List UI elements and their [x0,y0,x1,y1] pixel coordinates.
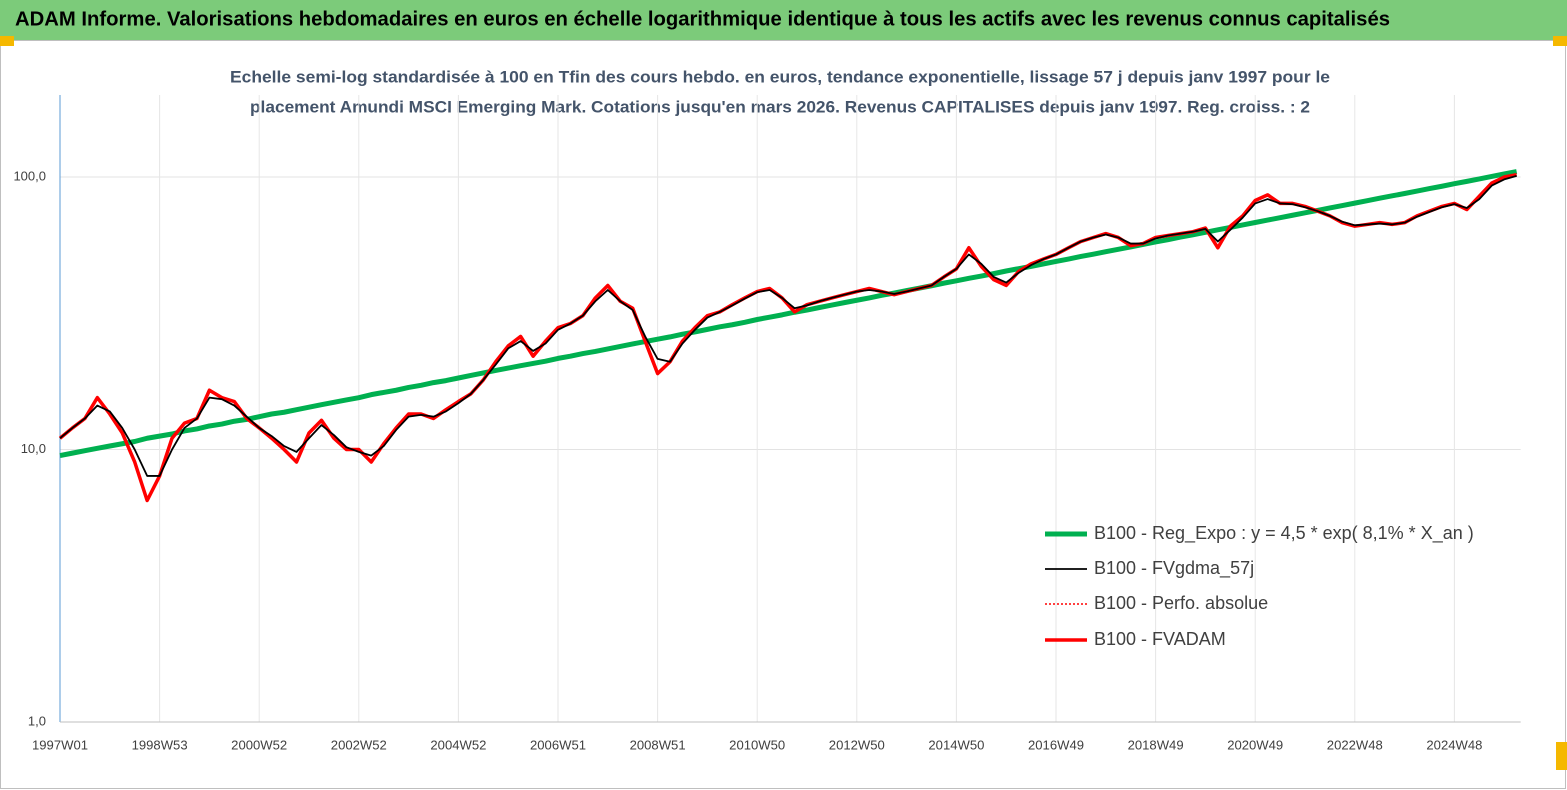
x-tick-label: 2008W51 [630,737,686,752]
x-tick-label: 1998W53 [132,737,188,752]
x-tick-label: 2018W49 [1128,737,1184,752]
x-tick-label: 2016W49 [1028,737,1084,752]
chart-subtitle: placement Amundi MSCI Emerging Mark. Cot… [250,97,1310,116]
y-tick-label: 10,0 [21,441,46,456]
chart-subtitle: Echelle semi-log standardisée à 100 en T… [230,67,1330,86]
series-line [59,169,1518,459]
x-tick-label: 2010W50 [729,737,785,752]
x-tick-label: 2006W51 [530,737,586,752]
chart-frame [0,40,1566,789]
legend-label: B100 - FVgdma_57j [1094,558,1254,579]
corner [0,36,14,46]
legend: B100 - Reg_Expo : y = 4,5 * exp( 8,1% * … [1045,523,1474,649]
grid: 1,0 10,0 100,0 1997W01 1998W53 2000W52 2002W52… [13,95,1521,752]
legend-label: B100 - Reg_Expo : y = 4,5 * exp( 8,1% * … [1094,523,1474,544]
x-tick-label: 1997W01 [32,737,88,752]
x-tick-label: 2014W50 [928,737,984,752]
legend-label: B100 - Perfo. absolue [1094,593,1268,613]
x-tick-label: 2012W50 [829,737,885,752]
x-tick-label: 2022W48 [1327,737,1383,752]
x-tick-label: 2020W49 [1227,737,1283,752]
legend-label: B100 - FVADAM [1094,629,1226,649]
x-tick-label: 2000W52 [231,737,287,752]
plot [58,169,1518,503]
corner [1553,36,1567,46]
y-tick-label: 1,0 [28,713,46,728]
corner [1556,742,1567,770]
chart-title: ADAM Informe. Valorisations hebdomadaire… [15,8,1390,30]
x-tick-label: 2004W52 [430,737,486,752]
series-line [58,172,1517,503]
series-line [59,174,1517,477]
x-tick-label: 2024W48 [1426,737,1482,752]
header-band [0,0,1567,40]
y-tick-label: 100,0 [13,168,46,183]
x-tick-label: 2002W52 [331,737,387,752]
